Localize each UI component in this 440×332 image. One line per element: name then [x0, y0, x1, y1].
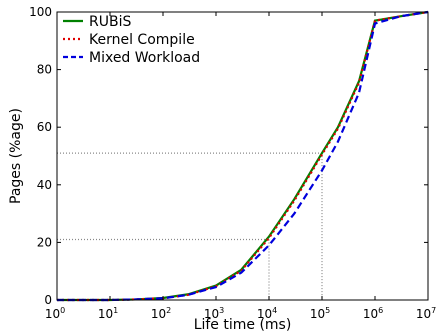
x-tick-label: 106	[363, 306, 383, 321]
x-tick-label: 101	[98, 306, 118, 321]
x-tick-label: 100	[45, 306, 65, 321]
x-tick-label: 104	[257, 306, 277, 321]
x-tick-label: 105	[310, 306, 330, 321]
series-layer	[57, 10, 429, 302]
y-tick-label: 20	[37, 235, 52, 249]
series-line-mixed-workload	[57, 10, 429, 302]
y-tick-label: 40	[37, 178, 52, 192]
plot-frame	[56, 11, 429, 301]
x-tick-label: 103	[204, 306, 224, 321]
y-tick-label: 60	[37, 120, 52, 134]
x-axis-label: Life time (ms)	[194, 317, 292, 332]
y-tick-label: 100	[29, 5, 52, 19]
legend-label-rubis: RUBiS	[89, 14, 131, 30]
x-tick-label: 102	[151, 306, 171, 321]
legend-label-kernel-compile: Kernel Compile	[89, 32, 195, 48]
series-line-kernel-compile	[57, 10, 429, 302]
y-tick-label: 0	[44, 293, 52, 307]
legend-label-mixed-workload: Mixed Workload	[89, 50, 200, 66]
reference-lines	[57, 152, 323, 300]
x-tick-label: 107	[416, 306, 436, 321]
legend: RUBiS Kernel Compile Mixed Workload	[63, 14, 200, 66]
y-tick-label: 80	[37, 63, 52, 77]
ticks: 100 101 102 103 104 105 106 107 0 20 40 60 80 100	[29, 5, 436, 321]
y-axis-label: Pages (%age)	[8, 108, 24, 204]
